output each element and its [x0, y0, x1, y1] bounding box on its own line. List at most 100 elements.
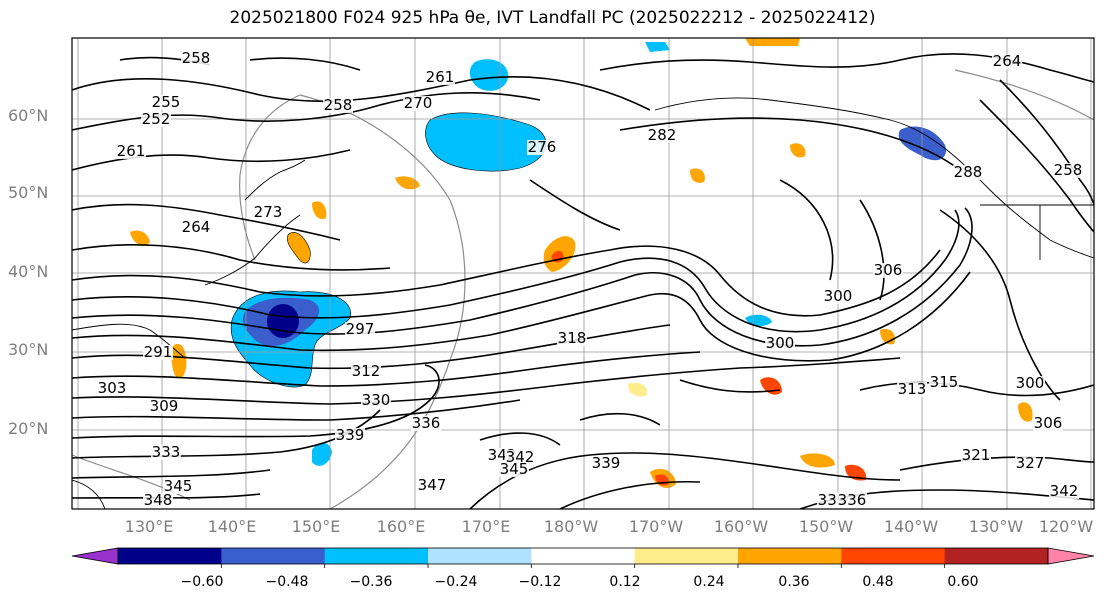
- positive-anomaly-region: [312, 201, 327, 220]
- colorbar-tick-label: 0.36: [778, 574, 810, 590]
- contour-label: 264: [993, 52, 1022, 70]
- latitude-label: 50°N: [8, 183, 49, 202]
- contour-label: 347: [418, 476, 447, 494]
- colorbar-segment: [738, 548, 842, 564]
- contour-label: 327: [1016, 454, 1045, 472]
- longitude-label: 130°E: [124, 517, 174, 536]
- contour-label: 261: [426, 68, 455, 86]
- map-gridlines: [72, 38, 1094, 509]
- colorbar-segment: [118, 548, 222, 564]
- negative-anomaly-region: [425, 112, 547, 172]
- colorbar-segment: [841, 548, 946, 564]
- positive-anomaly-region: [800, 453, 835, 468]
- contour-label: 276: [528, 138, 557, 156]
- coastlines: [72, 97, 1094, 509]
- contour-label: 261: [117, 142, 146, 160]
- contour-label: 321: [962, 446, 991, 464]
- positive-anomaly-region: [287, 232, 311, 264]
- contour-label: 345: [500, 460, 529, 478]
- contour-label: 291: [144, 343, 173, 361]
- colorbar-tick-label: −0.60: [180, 574, 224, 590]
- contour-label: 258: [324, 96, 353, 114]
- colorbar-segment: [634, 548, 739, 564]
- landfall-region-outline: [954, 69, 1094, 121]
- contour-label: 336: [412, 414, 441, 432]
- contour-label: 306: [874, 261, 903, 279]
- negative-anomaly-region: [745, 314, 772, 327]
- contour-label: 348: [144, 491, 173, 509]
- chart-title: 2025021800 F024 925 hPa θe, IVT Landfall…: [229, 8, 876, 28]
- contour-label: 330: [362, 391, 391, 409]
- contour-label: 300: [766, 334, 795, 352]
- colorbar: [71, 547, 1095, 568]
- longitude-label: 170°E: [461, 517, 511, 536]
- longitude-label: 150°E: [291, 517, 341, 536]
- contour-label: 288: [954, 163, 983, 181]
- contour-label: 273: [254, 203, 283, 221]
- colorbar-arrow-right: [1047, 547, 1095, 565]
- colorbar-tick-label: −0.24: [434, 574, 478, 590]
- contour-label: 315: [930, 373, 959, 391]
- positive-anomaly-region: [790, 143, 806, 158]
- colorbar-tick-label: −0.36: [349, 574, 393, 590]
- anomaly-fills: [130, 38, 1033, 488]
- contour-label: 270: [404, 94, 433, 112]
- colorbar-tick-label: 0.48: [862, 574, 894, 590]
- longitude-label: 140°E: [207, 517, 257, 536]
- longitude-label: 130°W: [968, 517, 1024, 536]
- longitude-label: 120°W: [1038, 517, 1094, 536]
- latitude-label: 30°N: [8, 340, 49, 359]
- contour-label: 342: [506, 448, 535, 466]
- positive-anomaly-region: [745, 38, 800, 46]
- positive-anomaly-region: [690, 168, 705, 183]
- contour-label: 255: [152, 93, 181, 111]
- contour-label: 297: [346, 320, 375, 338]
- negative-anomaly-region: [312, 442, 332, 466]
- longitude-label: 140°W: [883, 517, 939, 536]
- contour-label: 258: [182, 49, 211, 67]
- colorbar-segment: [324, 548, 429, 564]
- longitude-label: 180°W: [543, 517, 599, 536]
- contour-label: 252: [142, 110, 171, 128]
- negative-anomaly-region: [645, 42, 670, 52]
- contour-label: 336: [838, 491, 867, 509]
- colorbar-tick-label: −0.48: [265, 574, 309, 590]
- contour-label: 333: [152, 443, 181, 461]
- longitude-label: 170°W: [628, 517, 684, 536]
- contour-label: 342: [1050, 482, 1079, 500]
- colorbar-segment: [944, 548, 1049, 564]
- contour-label: 300: [1016, 374, 1045, 392]
- colorbar-segment: [221, 548, 326, 564]
- positive-anomaly-region: [1018, 402, 1033, 422]
- colorbar-segment: [531, 548, 636, 564]
- positive-anomaly-region: [395, 176, 420, 190]
- latitude-label: 60°N: [8, 106, 49, 125]
- positive-anomaly-region: [171, 343, 187, 379]
- colorbar-tick-label: 0.12: [609, 574, 641, 590]
- contour-label: 300: [824, 287, 853, 305]
- contour-label: 306: [1034, 414, 1063, 432]
- negative-anomaly-region: [469, 59, 509, 91]
- contour-label: 318: [558, 329, 587, 347]
- landfall-region-outline: [239, 94, 466, 509]
- contour-label: 339: [592, 454, 621, 472]
- colorbar-tick-label: −0.12: [518, 574, 562, 590]
- contour-label: 309: [150, 397, 179, 415]
- contour-label: 264: [182, 218, 211, 236]
- contour-label: 258: [1054, 161, 1083, 179]
- latitude-label: 20°N: [8, 419, 49, 438]
- longitude-label: 150°W: [798, 517, 854, 536]
- contour-label: 339: [336, 426, 365, 444]
- contour-label: 312: [352, 362, 381, 380]
- longitude-label: 160°W: [713, 517, 769, 536]
- latitude-label: 40°N: [8, 262, 49, 281]
- colorbar-frame: [117, 547, 1049, 565]
- colorbar-arrow-left: [71, 547, 119, 565]
- positive-anomaly-region: [628, 382, 647, 397]
- colorbar-tick-label: 0.24: [693, 574, 725, 590]
- contour-label: 282: [648, 126, 677, 144]
- map-frame: [71, 37, 1095, 510]
- contour-label: 303: [98, 379, 127, 397]
- colorbar-segment: [428, 548, 532, 564]
